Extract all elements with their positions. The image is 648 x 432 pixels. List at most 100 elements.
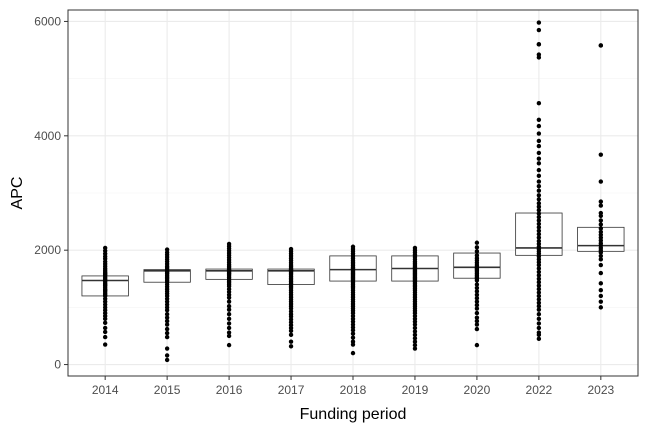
data-point [474, 285, 480, 291]
x-axis: 2014 2015 2016 2017 2018 2019 2020 2022 2023 [92, 376, 614, 397]
data-point [412, 332, 418, 338]
data-point [536, 266, 542, 271]
data-point [102, 334, 108, 340]
data-point [164, 330, 170, 336]
data-point [536, 321, 542, 326]
data-point [474, 278, 480, 283]
data-point [536, 304, 542, 309]
data-point [536, 204, 542, 209]
data-point [226, 325, 232, 331]
data-point [412, 339, 418, 344]
data-point [164, 318, 170, 324]
data-point [226, 321, 232, 326]
data-point [536, 231, 542, 237]
data-point [474, 310, 480, 316]
data-point [536, 150, 542, 156]
data-point [226, 304, 232, 309]
data-point [536, 273, 542, 278]
data-point [536, 316, 542, 322]
data-point [350, 328, 356, 333]
data-point [598, 226, 604, 231]
data-point [164, 312, 170, 317]
data-point [536, 131, 542, 136]
data-point [226, 342, 232, 348]
data-point [474, 249, 480, 254]
data-point [474, 306, 480, 311]
data-point [164, 322, 170, 327]
data-point [536, 173, 542, 179]
data-point [288, 339, 294, 344]
data-point [598, 213, 604, 219]
data-point [474, 302, 480, 308]
data-point [288, 332, 294, 338]
data-point [598, 218, 604, 223]
y-tick-label: 6000 [34, 14, 61, 28]
data-point [598, 222, 604, 227]
data-point [536, 290, 542, 295]
data-point [536, 101, 542, 106]
data-point [412, 325, 418, 331]
data-point [102, 329, 108, 335]
data-point [474, 342, 480, 348]
data-point [536, 280, 542, 285]
data-point [474, 245, 480, 250]
y-axis: 0 2000 4000 6000 [34, 14, 68, 372]
data-point [412, 336, 418, 341]
data-point [536, 262, 542, 268]
data-point [536, 336, 542, 342]
data-point [536, 211, 542, 216]
data-point [598, 262, 604, 268]
data-point [536, 307, 542, 312]
data-point [598, 305, 604, 310]
y-tick-label: 4000 [34, 129, 61, 143]
data-point [536, 193, 542, 198]
data-point [536, 27, 542, 33]
data-point [474, 296, 480, 301]
data-point [536, 123, 542, 129]
data-point [164, 308, 170, 313]
data-point [536, 55, 542, 60]
x-tick-label: 2016 [216, 383, 243, 397]
data-point [536, 235, 542, 240]
data-point [536, 283, 542, 288]
x-tick-label: 2023 [587, 383, 614, 397]
data-point [474, 289, 480, 294]
data-point [164, 334, 170, 340]
data-point [474, 315, 480, 320]
data-point [164, 315, 170, 320]
x-tick-label: 2020 [464, 383, 491, 397]
data-point [226, 330, 232, 335]
data-point [536, 300, 542, 305]
data-point [536, 161, 542, 166]
x-axis-title: Funding period [300, 406, 407, 423]
data-point [164, 346, 170, 351]
data-point [102, 320, 108, 326]
data-point [412, 329, 418, 334]
x-tick-label: 2015 [154, 383, 181, 397]
data-point [598, 43, 604, 48]
data-point [536, 117, 542, 123]
data-point [474, 322, 480, 327]
data-point [474, 299, 480, 304]
x-tick-label: 2017 [278, 383, 305, 397]
data-point [350, 342, 356, 347]
data-point [536, 179, 542, 184]
data-point [536, 156, 542, 161]
data-point [350, 350, 356, 356]
data-point [412, 346, 418, 351]
data-point [598, 257, 604, 262]
data-point [536, 297, 542, 302]
data-point [598, 179, 604, 184]
data-point [598, 288, 604, 293]
data-point [536, 276, 542, 281]
data-point [536, 325, 542, 331]
data-point [598, 293, 604, 299]
y-tick-label: 2000 [34, 243, 61, 257]
data-point [536, 207, 542, 213]
data-point [536, 188, 542, 193]
data-point [288, 328, 294, 334]
data-point [536, 332, 542, 338]
data-point [598, 270, 604, 276]
data-point [536, 201, 542, 206]
data-point [474, 240, 480, 245]
